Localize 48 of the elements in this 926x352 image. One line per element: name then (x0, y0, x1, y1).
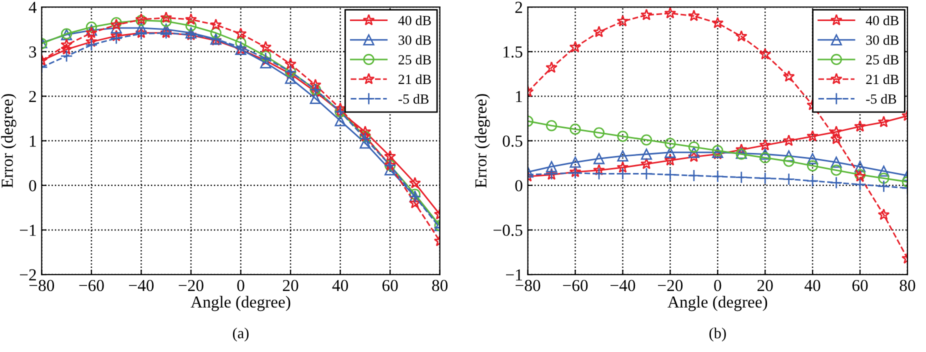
x-axis-title: Angle (degree) (190, 296, 290, 312)
y-tick-label: −1 (20, 224, 36, 236)
legend-label: 21 dB (398, 74, 431, 84)
legend-label: 40 dB (398, 15, 431, 26)
legend-label: 40 dB (866, 15, 898, 26)
y-tick-label: 1.5 (504, 46, 522, 58)
y-tick-label: 4 (28, 2, 37, 13)
y-tick-label: 0.5 (502, 136, 522, 147)
y-tick-label: 2 (515, 2, 522, 13)
text: (b) (709, 328, 726, 342)
x-tick-label: −80 (29, 280, 54, 292)
x-tick-label: −20 (658, 280, 683, 292)
x-tick-label: 80 (432, 280, 448, 292)
x-tick-label: 0 (237, 280, 244, 292)
y-tick-label: −1 (506, 269, 522, 280)
y-tick-label: 1 (516, 90, 522, 102)
x-tick-label: 60 (382, 280, 398, 292)
x-tick-label: 40 (332, 280, 348, 292)
y-axis-title: Error (degree) (1, 94, 16, 188)
y-tick-label: 0 (29, 180, 36, 192)
legend-label: 21 dB (866, 74, 898, 84)
legend-label: 25 dB (398, 54, 431, 64)
y-tick-label: −0.5 (494, 224, 522, 236)
x-tick-label: −80 (516, 280, 540, 292)
legend-label: -5 dB (866, 94, 896, 104)
y-tick-label: 1 (30, 136, 36, 147)
y-tick-label: 3 (29, 46, 36, 58)
x-tick-label: 60 (852, 280, 868, 292)
x-tick-label: −40 (610, 280, 636, 292)
y-tick-label: 0 (515, 180, 522, 192)
legend-label: 30 dB (866, 35, 898, 45)
x-tick-label: −60 (563, 280, 588, 292)
legend-label: 30 dB (398, 35, 431, 45)
y-axis-title: Error (degree) (474, 94, 490, 188)
y-tick-label: 2 (29, 90, 36, 102)
y-tick-label: −2 (20, 269, 36, 280)
legend-label: -5 dB (398, 94, 429, 104)
x-tick-label: 20 (282, 280, 298, 292)
legend-label: 25 dB (866, 54, 898, 64)
x-tick-label: 40 (804, 280, 820, 292)
x-tick-label: −60 (79, 280, 104, 292)
x-tick-label: −20 (178, 280, 204, 292)
x-axis-title: Angle (degree) (668, 296, 768, 312)
x-tick-label: 0 (714, 280, 722, 292)
x-tick-label: −40 (129, 280, 154, 292)
text: (a) (232, 328, 249, 342)
x-tick-label: 80 (900, 280, 916, 292)
x-tick-label: 20 (758, 280, 773, 292)
